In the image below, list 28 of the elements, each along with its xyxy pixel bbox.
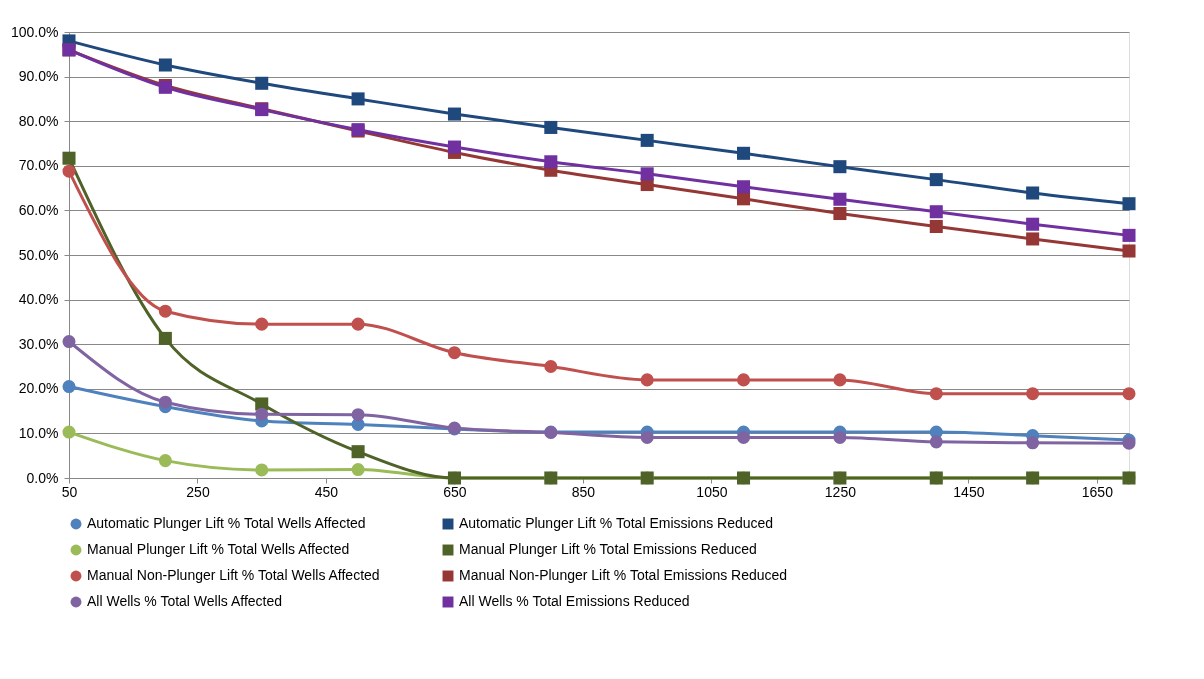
x-tick-label: 1650 <box>1081 483 1114 500</box>
y-tick-label: 60.0% <box>18 201 59 218</box>
y-tick-label: 50.0% <box>18 246 59 263</box>
legend-label: Manual Plunger Lift % Total Emissions Reduced <box>459 541 757 557</box>
x-tick-label: 50 <box>61 483 78 500</box>
legend-label: Manual Plunger Lift % Total Wells Affected <box>87 541 350 557</box>
y-tick-label: 40.0% <box>18 291 59 308</box>
legend-label: All Wells % Total Emissions Reduced <box>459 593 690 609</box>
x-tick-label: 850 <box>571 483 596 500</box>
legend-label: All Wells % Total Wells Affected <box>87 593 283 609</box>
x-tick-label: 650 <box>443 483 467 500</box>
y-tick-label: 100.0% <box>11 23 59 40</box>
y-tick-label: 80.0% <box>18 112 59 129</box>
legend-label: Manual Non-Plunger Lift % Total Emissions Reduced <box>459 567 788 583</box>
y-tick-label: 30.0% <box>18 335 59 352</box>
x-tick-label: 1250 <box>824 483 857 500</box>
x-tick-label: 450 <box>314 483 339 500</box>
legend-label: Manual Non-Plunger Lift % Total Wells Affected <box>87 567 380 583</box>
y-tick-label: 20.0% <box>18 380 59 397</box>
legend-label: Automatic Plunger Lift % Total Emissions Reduced <box>459 515 774 531</box>
x-tick-label: 250 <box>186 483 210 500</box>
y-tick-label: 10.0% <box>18 424 59 441</box>
x-tick-label: 1050 <box>696 483 728 500</box>
y-tick-label: 0.0% <box>26 469 59 486</box>
legend-label: Automatic Plunger Lift % Total Wells Affected <box>87 515 366 531</box>
y-tick-label: 90.0% <box>18 68 59 85</box>
y-tick-label: 70.0% <box>18 157 59 174</box>
x-tick-label: 1450 <box>953 483 985 500</box>
